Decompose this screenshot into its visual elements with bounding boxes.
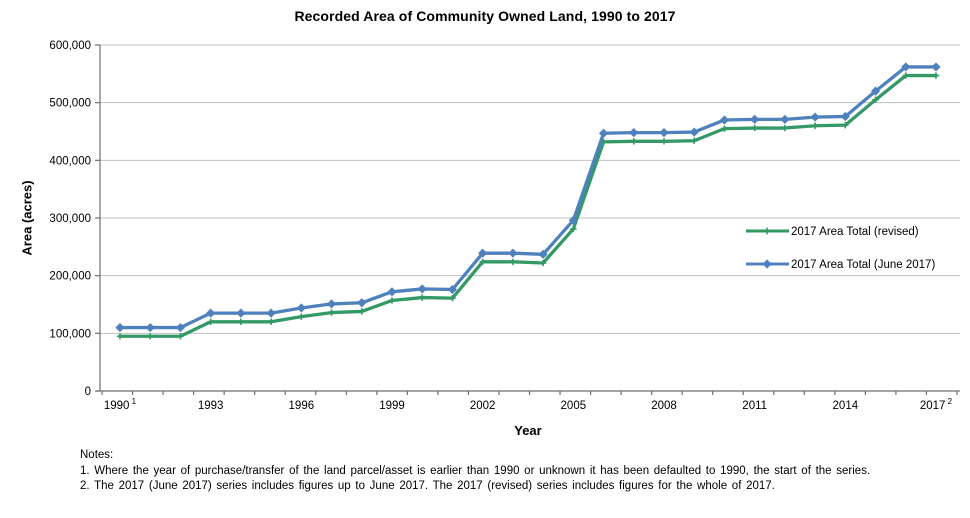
- x-tick-label: 1993: [198, 400, 224, 412]
- x-tick-label: 2002: [470, 400, 496, 412]
- note-line-2: 2. The 2017 (June 2017) series includes …: [80, 480, 775, 492]
- y-tick-label: 500,000: [49, 98, 91, 110]
- x-tick-label: 2017 2: [920, 397, 953, 412]
- x-axis-labels: 1990 1 1993 1996 1999 2002 2005 2008 2011 2014 20…: [104, 397, 953, 412]
- y-axis-title: Area (acres): [19, 180, 35, 256]
- y-tick-label: 400,000: [49, 155, 91, 167]
- x-tick-label: 1996: [289, 400, 315, 412]
- gridlines: [100, 44, 960, 334]
- notes-heading: Notes:: [80, 449, 114, 461]
- x-tick-label: 1990 1: [104, 397, 137, 412]
- y-tick-label: 600,000: [49, 40, 91, 52]
- legend-label: 2017 Area Total (revised): [791, 226, 919, 238]
- legend-label: 2017 Area Total (June 2017): [791, 259, 935, 271]
- series-revised: [116, 72, 940, 340]
- x-axis-title: Year: [514, 423, 542, 438]
- note-line-1: 1. Where the year of purchase/transfer o…: [80, 464, 871, 477]
- y-tick-label: 200,000: [49, 271, 91, 283]
- x-tick-label: 2008: [651, 400, 677, 412]
- chart-canvas: 0 100,000 200,000 300,000 400,000 500,000 600,…: [49, 40, 960, 412]
- series-june-2017: [115, 62, 941, 333]
- y-tick-label: 300,000: [49, 213, 91, 225]
- x-tick-label: 1999: [379, 400, 405, 412]
- legend: 2017 Area Total (revised) 2017 Area Total…: [746, 226, 935, 271]
- y-axis-ticks: 0 100,000 200,000 300,000 400,000 500,000 600,…: [49, 40, 100, 398]
- x-tick-label: 2014: [833, 400, 859, 412]
- x-tick-label: 2011: [742, 400, 767, 412]
- y-tick-label: 0: [85, 386, 91, 398]
- x-axis-ticks: [101, 391, 958, 395]
- y-tick-label: 100,000: [49, 328, 91, 340]
- x-tick-label: 2005: [561, 400, 587, 412]
- chart-title: Recorded Area of Community Owned Land, 1…: [294, 8, 676, 24]
- notes-block: Notes: 1. Where the year of purchase/tra…: [80, 448, 966, 495]
